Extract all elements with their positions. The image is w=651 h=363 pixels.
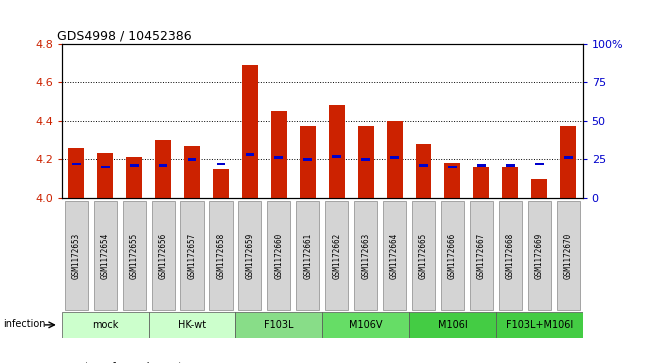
Text: GSM1172661: GSM1172661 — [303, 233, 312, 279]
Text: GSM1172659: GSM1172659 — [245, 233, 255, 279]
Text: F103L+M106I: F103L+M106I — [506, 320, 573, 330]
Bar — [68, 148, 84, 198]
Bar — [564, 156, 572, 159]
Bar — [72, 163, 81, 165]
Text: GSM1172656: GSM1172656 — [159, 233, 167, 279]
FancyBboxPatch shape — [496, 312, 583, 338]
Bar — [271, 111, 287, 198]
Bar — [213, 169, 229, 198]
Bar — [329, 105, 344, 198]
Bar — [97, 154, 113, 198]
FancyBboxPatch shape — [528, 201, 551, 310]
FancyBboxPatch shape — [412, 201, 435, 310]
Text: M106V: M106V — [349, 320, 382, 330]
Bar — [473, 167, 490, 198]
Text: GDS4998 / 10452386: GDS4998 / 10452386 — [57, 29, 191, 42]
Text: GSM1172666: GSM1172666 — [448, 233, 457, 279]
Text: GSM1172663: GSM1172663 — [361, 233, 370, 279]
FancyBboxPatch shape — [499, 201, 522, 310]
Text: GSM1172662: GSM1172662 — [332, 233, 341, 279]
Bar — [477, 164, 486, 167]
Bar — [357, 126, 374, 198]
FancyBboxPatch shape — [409, 312, 496, 338]
Text: GSM1172669: GSM1172669 — [534, 233, 544, 279]
Text: HK-wt: HK-wt — [178, 320, 206, 330]
FancyBboxPatch shape — [236, 312, 322, 338]
Bar — [415, 144, 432, 198]
Text: GSM1172665: GSM1172665 — [419, 233, 428, 279]
FancyBboxPatch shape — [470, 201, 493, 310]
Bar — [217, 163, 225, 165]
FancyBboxPatch shape — [296, 201, 320, 310]
Text: F103L: F103L — [264, 320, 294, 330]
FancyBboxPatch shape — [325, 201, 348, 310]
FancyBboxPatch shape — [268, 201, 290, 310]
Text: GSM1172653: GSM1172653 — [72, 233, 81, 279]
Text: GSM1172660: GSM1172660 — [274, 233, 283, 279]
Bar — [184, 146, 200, 198]
Bar — [445, 163, 460, 198]
FancyBboxPatch shape — [322, 312, 409, 338]
Bar — [387, 121, 402, 198]
Bar — [390, 156, 399, 159]
Bar — [535, 163, 544, 165]
Text: GSM1172655: GSM1172655 — [130, 233, 139, 279]
FancyBboxPatch shape — [62, 312, 148, 338]
Bar — [506, 164, 515, 167]
FancyBboxPatch shape — [210, 201, 232, 310]
Text: GSM1172657: GSM1172657 — [187, 233, 197, 279]
Bar — [303, 158, 312, 161]
Bar — [300, 126, 316, 198]
Bar — [130, 164, 139, 167]
Bar — [126, 157, 142, 198]
FancyBboxPatch shape — [383, 201, 406, 310]
Text: GSM1172654: GSM1172654 — [101, 233, 110, 279]
FancyBboxPatch shape — [152, 201, 174, 310]
Bar — [531, 179, 547, 198]
FancyBboxPatch shape — [64, 201, 88, 310]
FancyBboxPatch shape — [94, 201, 117, 310]
Bar — [561, 126, 576, 198]
Bar — [187, 158, 197, 161]
FancyBboxPatch shape — [557, 201, 580, 310]
FancyBboxPatch shape — [148, 312, 236, 338]
Text: M106I: M106I — [437, 320, 467, 330]
Bar — [419, 164, 428, 167]
Bar — [275, 156, 283, 159]
FancyBboxPatch shape — [441, 201, 464, 310]
Bar — [159, 164, 167, 167]
Text: GSM1172667: GSM1172667 — [477, 233, 486, 279]
FancyBboxPatch shape — [354, 201, 377, 310]
Text: mock: mock — [92, 320, 118, 330]
Text: GSM1172664: GSM1172664 — [390, 233, 399, 279]
Bar — [503, 167, 518, 198]
Bar — [361, 158, 370, 161]
Bar — [101, 166, 109, 168]
FancyBboxPatch shape — [180, 201, 204, 310]
Text: infection: infection — [3, 319, 46, 329]
Text: GSM1172668: GSM1172668 — [506, 233, 515, 279]
Bar — [155, 140, 171, 198]
Text: transformed count: transformed count — [85, 362, 182, 363]
Text: GSM1172670: GSM1172670 — [564, 233, 573, 279]
Bar — [242, 65, 258, 198]
Bar — [332, 155, 341, 158]
FancyBboxPatch shape — [122, 201, 146, 310]
Bar — [245, 153, 255, 156]
Bar — [448, 166, 457, 168]
FancyBboxPatch shape — [238, 201, 262, 310]
Text: GSM1172658: GSM1172658 — [217, 233, 225, 279]
